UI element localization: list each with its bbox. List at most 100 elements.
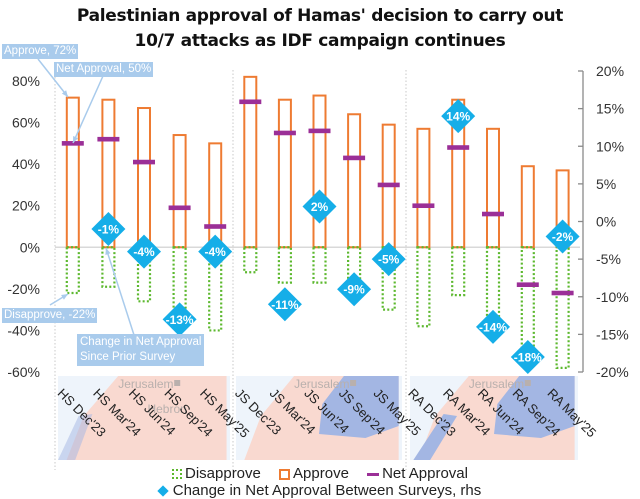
disapprove-bar bbox=[172, 246, 187, 322]
diamond-marker-icon bbox=[545, 219, 580, 254]
map-area-blue bbox=[413, 414, 458, 460]
legend-item-approve[interactable]: Approve bbox=[279, 465, 349, 482]
map-label-hebron: Hebron bbox=[147, 402, 186, 416]
diamond-data-label: -13% bbox=[166, 313, 194, 327]
diamond-marker-icon bbox=[337, 272, 372, 307]
map-backgrounds: Jerusalem Hebron Jerusalem Jerusalem bbox=[58, 376, 578, 460]
approve-swatch-icon bbox=[279, 468, 291, 480]
disapprove-swatch-icon bbox=[172, 469, 182, 480]
callout-change: Change in Net Approval Since Prior Surve… bbox=[77, 334, 205, 366]
left-tick-label: 20% bbox=[12, 198, 40, 214]
callout-arrowhead-icon bbox=[73, 136, 79, 143]
approve-bar bbox=[486, 127, 500, 249]
change-diamond: -14% bbox=[476, 309, 510, 344]
approve-bar bbox=[347, 113, 362, 249]
approve-bar bbox=[208, 142, 223, 249]
approve-bar bbox=[137, 107, 151, 249]
diamond-marker-icon bbox=[198, 234, 233, 269]
chart-title: Palestinian approval of Hamas' decision … bbox=[0, 4, 640, 54]
change-diamond: 2% bbox=[302, 189, 337, 224]
diamond-marker-icon bbox=[267, 287, 302, 322]
right-tick-label: 5% bbox=[596, 176, 616, 192]
left-tick-label: -60% bbox=[7, 364, 40, 380]
approve-bar bbox=[416, 127, 431, 249]
legend-item-net-approval[interactable]: Net Approval bbox=[367, 465, 468, 482]
approve-bar bbox=[277, 98, 292, 249]
map-panel: Jerusalem bbox=[236, 376, 402, 460]
diamond-marker-icon bbox=[510, 339, 545, 374]
approve-bar bbox=[172, 134, 187, 249]
net-approval-marker bbox=[516, 282, 539, 287]
diamond-data-label: -14% bbox=[479, 320, 507, 334]
right-tick-label: -5% bbox=[596, 251, 621, 267]
approve-bar bbox=[520, 165, 535, 249]
chart-title-line-2: 10/7 attacks as IDF campaign continues bbox=[134, 31, 506, 51]
jerusalem-marker-icon bbox=[524, 380, 531, 386]
diamond-data-label: 2% bbox=[311, 200, 329, 214]
right-tick-label: 15% bbox=[596, 101, 624, 117]
right-tick-label: -20% bbox=[596, 364, 629, 380]
disapprove-bar bbox=[347, 246, 362, 293]
legend-label: Change in Net Approval Between Surveys, … bbox=[172, 482, 482, 499]
callout-change-line-1: Change in Net Approval bbox=[80, 336, 202, 348]
legend-item-change[interactable]: Change in Net Approval Between Surveys, … bbox=[157, 482, 482, 499]
map-area-blue bbox=[58, 414, 93, 460]
change-diamond: -4% bbox=[198, 234, 233, 269]
diamond-data-label: -9% bbox=[343, 283, 365, 297]
legend-item-disapprove[interactable]: Disapprove bbox=[172, 465, 261, 482]
callout-arrowhead-icon bbox=[61, 90, 68, 97]
diamond-data-label: -4% bbox=[133, 245, 155, 259]
callout-arrow-line bbox=[72, 75, 104, 144]
legend-label: Disapprove bbox=[185, 465, 261, 482]
map-panel: Jerusalem bbox=[410, 376, 578, 460]
change-diamond: 14% bbox=[441, 99, 476, 134]
diamond-data-label: -4% bbox=[205, 245, 227, 259]
disapprove-bar bbox=[243, 246, 258, 274]
change-diamonds: -1% -4% -13% -4% -11% 2% -9% -5% 14% -14% -18% -2% bbox=[91, 99, 580, 374]
callout-disapprove: Disapprove, -22% bbox=[2, 308, 98, 323]
net-approval-marker bbox=[133, 159, 155, 165]
change-diamond: -4% bbox=[127, 234, 161, 269]
diamond-data-label: -11% bbox=[271, 298, 299, 312]
change-diamond: -5% bbox=[371, 242, 406, 277]
chart-title-line-1: Palestinian approval of Hamas' decision … bbox=[76, 6, 564, 26]
net-approval-marker bbox=[447, 145, 470, 150]
callout-arrowhead-icon bbox=[105, 248, 111, 255]
map-panel: Jerusalem Hebron bbox=[58, 376, 230, 460]
disapprove-bar bbox=[65, 246, 80, 295]
approve-bar bbox=[65, 96, 80, 249]
right-tick-label: 10% bbox=[596, 138, 624, 154]
legend-label: Net Approval bbox=[382, 465, 468, 482]
left-tick-label: -20% bbox=[7, 281, 40, 297]
change-diamond: -9% bbox=[337, 272, 372, 307]
left-axis: 80% 60% 40% 20% 0% -20% -40% -60% bbox=[7, 73, 40, 380]
legend-label: Approve bbox=[293, 465, 349, 482]
net-approval-marker bbox=[61, 141, 84, 146]
diamond-marker-icon bbox=[162, 302, 197, 337]
net-approval-marker bbox=[551, 290, 574, 296]
right-tick-label: 0% bbox=[596, 214, 616, 230]
diamond-data-label: 14% bbox=[446, 110, 470, 124]
disapprove-bar bbox=[277, 246, 292, 284]
diamond-marker-icon bbox=[91, 212, 126, 247]
change-diamond: -11% bbox=[267, 287, 302, 322]
diamond-data-label: -18% bbox=[514, 350, 542, 364]
jerusalem-marker-icon bbox=[350, 380, 357, 386]
left-tick-label: 60% bbox=[12, 115, 40, 131]
change-diamond: -1% bbox=[91, 212, 126, 247]
map-area-blue bbox=[494, 376, 575, 438]
right-tick-label: -10% bbox=[596, 289, 629, 305]
net-approval-marker bbox=[204, 224, 227, 229]
diamond-marker-icon bbox=[371, 242, 406, 277]
callout-arrow-line bbox=[105, 247, 135, 336]
change-diamond: -2% bbox=[545, 219, 580, 254]
disapprove-bar bbox=[555, 246, 570, 369]
net-approval-marker bbox=[343, 155, 366, 161]
map-land bbox=[66, 376, 227, 460]
callout-change-line-2: Since Prior Survey bbox=[80, 351, 176, 363]
change-diamond: -18% bbox=[510, 339, 545, 374]
left-tick-label: -40% bbox=[7, 322, 40, 338]
callout-arrows bbox=[37, 58, 135, 336]
left-tick-label: 40% bbox=[12, 156, 40, 172]
net-approval-marker bbox=[168, 205, 191, 211]
